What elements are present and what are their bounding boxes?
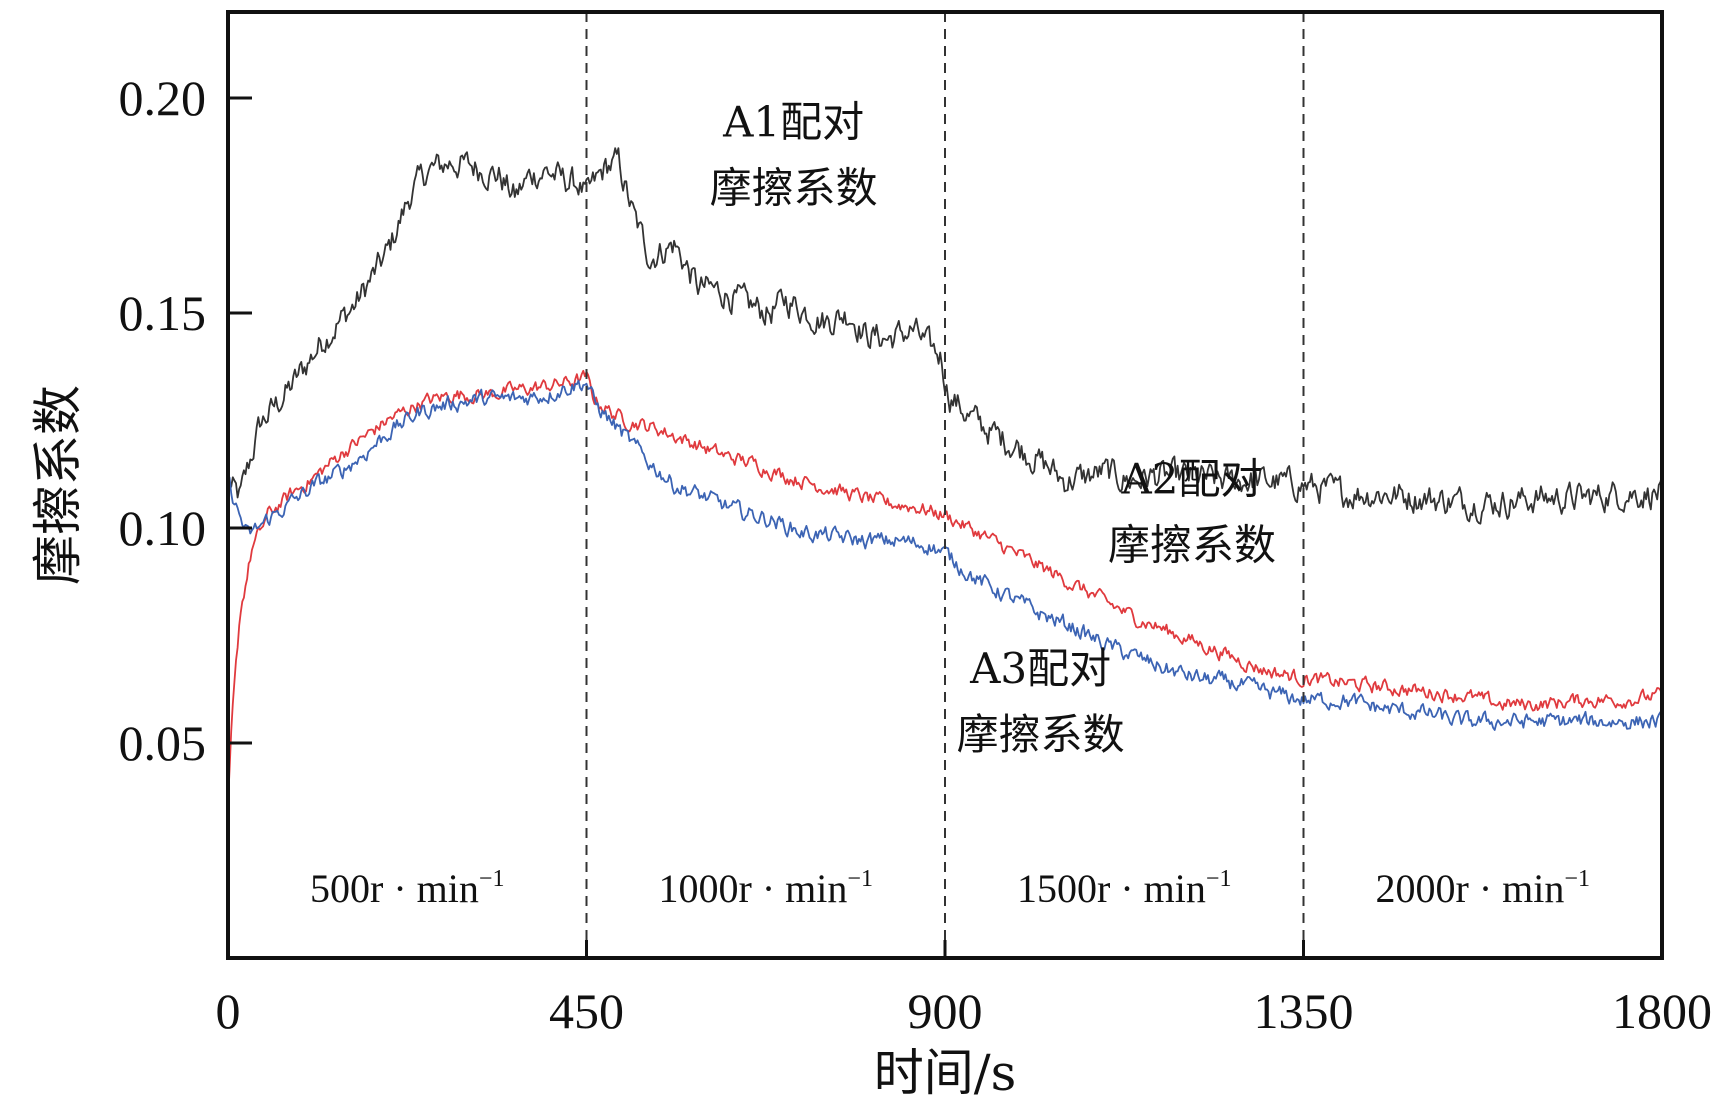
speed-region-label-3: 1500r · min−1 (1017, 866, 1231, 911)
series-annotation-a3: A3配对摩擦系数 (957, 644, 1125, 759)
series-annotation-a1: A1配对摩擦系数 (710, 98, 878, 213)
series-line-a2 (227, 369, 1663, 803)
speed-region-label-1: 500r · min−1 (310, 866, 504, 911)
divider-layer (585, 12, 1305, 958)
series-annotation-a2: A2配对摩擦系数 (1108, 455, 1276, 570)
tick-layer: 0 450 900 1350 1800 0.05 0.10 0.15 0.20 (119, 70, 1713, 1039)
x-tick-label: 0 (216, 983, 241, 1039)
y-tick-label: 0.05 (119, 715, 207, 771)
x-axis-title: 时间/s (874, 1044, 1017, 1102)
x-tick-label: 1350 (1254, 983, 1354, 1039)
y-tick-label: 0.20 (119, 70, 207, 126)
x-tick-label: 1800 (1612, 983, 1712, 1039)
x-tick-label: 900 (908, 983, 983, 1039)
y-axis-title: 摩擦系数 (29, 385, 87, 585)
x-tick-label: 450 (549, 983, 624, 1039)
speed-region-label-2: 1000r · min−1 (659, 866, 873, 911)
y-tick-label: 0.15 (119, 285, 207, 341)
y-tick-label: 0.10 (119, 500, 207, 556)
speed-region-label-4: 2000r · min−1 (1376, 866, 1590, 911)
label-layer: A1配对摩擦系数 A2配对摩擦系数 A3配对摩擦系数 500r · min−1 1000… (310, 98, 1590, 911)
